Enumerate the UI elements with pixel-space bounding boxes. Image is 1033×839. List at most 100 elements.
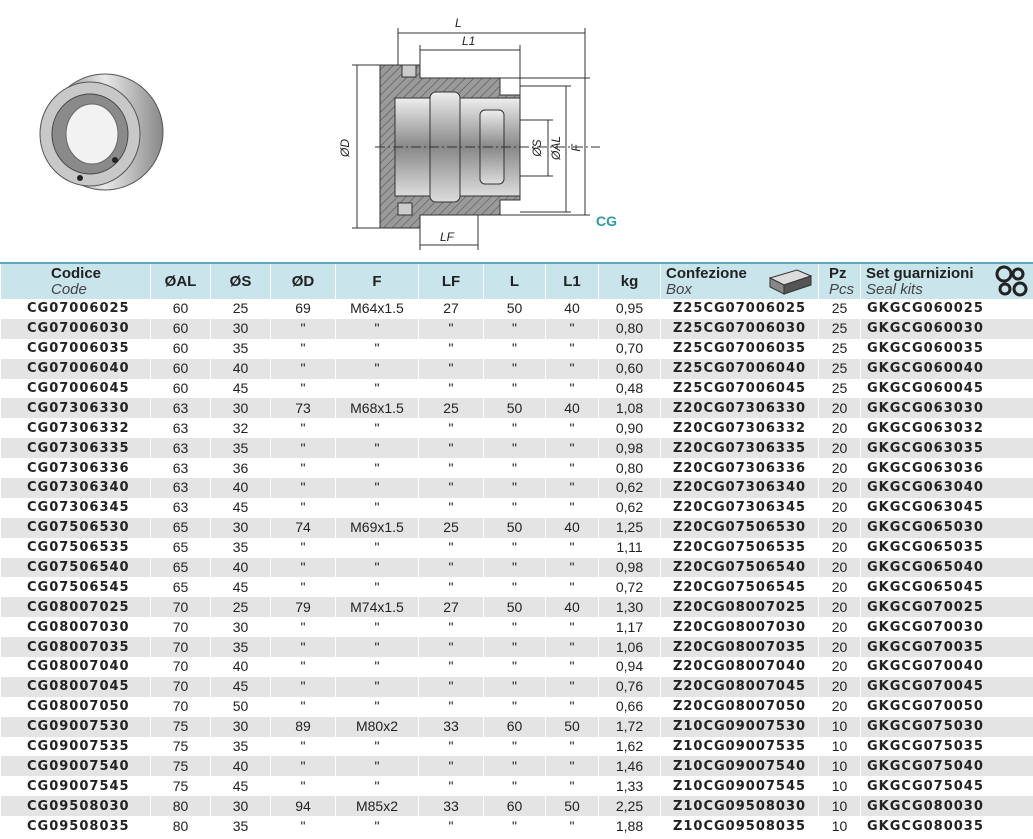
table-cell: Z20CG07506545 bbox=[660, 577, 819, 598]
table-cell: GKGCG070025 bbox=[860, 597, 1033, 618]
table-cell: 45 bbox=[210, 497, 271, 518]
table-cell: CG09007535 bbox=[0, 736, 151, 757]
table-cell: 40 bbox=[545, 597, 599, 618]
column-header: LF bbox=[418, 262, 484, 299]
table-cell: 70 bbox=[150, 637, 211, 658]
dim-label: L bbox=[455, 16, 462, 30]
table-cell: 63 bbox=[150, 458, 211, 479]
table-cell: 79 bbox=[270, 597, 336, 618]
table-cell: 27 bbox=[418, 299, 484, 319]
table-cell: CG07006035 bbox=[0, 338, 151, 359]
table-cell: GKGCG063040 bbox=[860, 478, 1033, 498]
table-cell: 1,62 bbox=[598, 736, 661, 757]
table-cell: CG09007530 bbox=[0, 716, 151, 737]
table-cell: 20 bbox=[818, 398, 861, 419]
table-cell: 45 bbox=[210, 776, 271, 797]
table-cell: " bbox=[545, 497, 599, 518]
box-icon bbox=[768, 269, 813, 295]
column-header: kg bbox=[598, 262, 661, 299]
table-cell: CG07006040 bbox=[0, 358, 151, 379]
table-cell: GKGCG065040 bbox=[860, 557, 1033, 578]
table-row: CG09007545 75 45 " " " " " 1,33 Z10CG09007545 10 GK… bbox=[0, 776, 1033, 797]
table-cell: 0,80 bbox=[598, 458, 661, 479]
table-cell: GKGCG063036 bbox=[860, 458, 1033, 479]
column-header: ØS bbox=[210, 262, 271, 299]
table-cell: " bbox=[270, 657, 336, 677]
table-cell: CG07306335 bbox=[0, 438, 151, 459]
table-cell: CG07506545 bbox=[0, 577, 151, 598]
table-cell: 65 bbox=[150, 517, 211, 538]
table-cell: 70 bbox=[150, 657, 211, 677]
table-row: CG07506530 65 30 74 M69x1.5 25 50 40 1,25 Z20CG07… bbox=[0, 517, 1033, 538]
table-cell: 25 bbox=[210, 597, 271, 618]
header-row: Codice Code ØAL ØS ØD F LF L L1 kg Confezione Box Pz… bbox=[0, 262, 1033, 299]
table-cell: 63 bbox=[150, 438, 211, 459]
table-cell: 0,66 bbox=[598, 696, 661, 717]
column-header: ØD bbox=[270, 262, 336, 299]
table-cell: " bbox=[483, 816, 546, 837]
table-cell: CG09508030 bbox=[0, 796, 151, 817]
table-cell: 69 bbox=[270, 299, 336, 319]
cross-section bbox=[375, 64, 600, 229]
table-cell: Z10CG09007545 bbox=[660, 776, 819, 797]
table-cell: GKGCG060040 bbox=[860, 358, 1033, 379]
table-cell: " bbox=[335, 318, 419, 339]
table-cell: " bbox=[335, 478, 419, 498]
table-cell: GKGCG060035 bbox=[860, 338, 1033, 359]
table-cell: 30 bbox=[210, 318, 271, 339]
table-cell: 50 bbox=[483, 299, 546, 319]
table-cell: " bbox=[483, 537, 546, 558]
table-cell: 0,98 bbox=[598, 438, 661, 459]
table-cell: " bbox=[270, 338, 336, 359]
table-cell: Z25CG07006035 bbox=[660, 338, 819, 359]
table-row: CG08007050 70 50 " " " " " 0,66 Z20CG08007050 20 GK… bbox=[0, 696, 1033, 717]
table-cell: CG07306345 bbox=[0, 497, 151, 518]
table-cell: GKGCG075030 bbox=[860, 716, 1033, 737]
table-cell: 60 bbox=[150, 318, 211, 339]
table-cell: 25 bbox=[210, 299, 271, 319]
table-cell: " bbox=[545, 756, 599, 777]
series-code: CG bbox=[596, 213, 617, 229]
table-cell: Z20CG07306335 bbox=[660, 438, 819, 459]
table-row: CG07506535 65 35 " " " " " 1,11 Z20CG07506535 20 GK… bbox=[0, 537, 1033, 558]
ring-render bbox=[39, 73, 164, 191]
table-cell: " bbox=[270, 497, 336, 518]
table-cell: " bbox=[418, 338, 484, 359]
table-cell: 0,76 bbox=[598, 676, 661, 697]
column-header: Codice Code bbox=[0, 262, 151, 299]
table-cell: Z20CG07506540 bbox=[660, 557, 819, 578]
table-cell: 27 bbox=[418, 597, 484, 618]
table-cell: 25 bbox=[818, 299, 861, 319]
table-cell: " bbox=[483, 676, 546, 697]
table-cell: " bbox=[545, 816, 599, 837]
table-cell: " bbox=[270, 617, 336, 638]
table-cell: " bbox=[483, 557, 546, 578]
table-cell: GKGCG065030 bbox=[860, 517, 1033, 538]
table-cell: " bbox=[270, 458, 336, 479]
table-cell: 40 bbox=[210, 657, 271, 677]
table-cell: 65 bbox=[150, 537, 211, 558]
table-cell: " bbox=[335, 338, 419, 359]
table-cell: 25 bbox=[818, 378, 861, 399]
table-cell: 45 bbox=[210, 378, 271, 399]
table-cell: 63 bbox=[150, 497, 211, 518]
table-cell: 10 bbox=[818, 756, 861, 777]
table-cell: 65 bbox=[150, 557, 211, 578]
table-cell: " bbox=[545, 318, 599, 339]
column-header: F bbox=[335, 262, 419, 299]
table-cell: Z20CG08007045 bbox=[660, 676, 819, 697]
dim-label: ØS bbox=[530, 139, 544, 157]
table-cell: 25 bbox=[818, 358, 861, 379]
table-cell: GKGCG063045 bbox=[860, 497, 1033, 518]
table-cell: 30 bbox=[210, 398, 271, 419]
table-cell: GKGCG070045 bbox=[860, 676, 1033, 697]
table-cell: 60 bbox=[150, 338, 211, 359]
table-cell: " bbox=[418, 577, 484, 598]
table-cell: CG07306330 bbox=[0, 398, 151, 419]
table-cell: Z20CG08007040 bbox=[660, 657, 819, 677]
table-cell: " bbox=[270, 736, 336, 757]
table-cell: 10 bbox=[818, 736, 861, 757]
table-cell: M64x1.5 bbox=[335, 299, 419, 319]
table-cell: " bbox=[335, 378, 419, 399]
